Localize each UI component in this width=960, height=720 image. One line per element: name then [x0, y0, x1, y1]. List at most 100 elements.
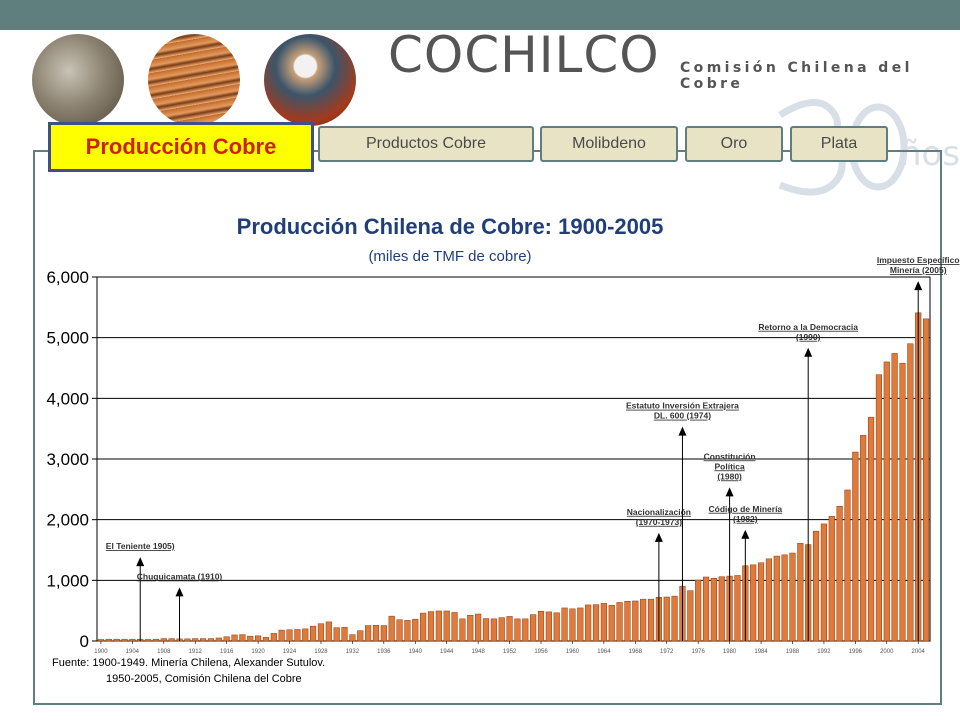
bar — [388, 615, 395, 642]
annotation-label: Minería (2005) — [890, 265, 947, 275]
chart-subtitle: (miles de TMF de cobre) — [368, 248, 532, 265]
tab-productos-cobre[interactable]: Productos Cobre — [318, 126, 534, 162]
bar — [451, 612, 458, 642]
bar — [506, 616, 513, 642]
annotation-label: DL. 600 (1974) — [654, 411, 711, 421]
bar — [899, 362, 906, 642]
y-tick-label: 1,000 — [46, 571, 89, 590]
x-tick-label: 1988 — [786, 649, 800, 655]
x-tick-label: 1900 — [94, 649, 108, 655]
bar — [545, 611, 552, 642]
x-tick-label: 1980 — [723, 649, 737, 655]
bar — [844, 489, 851, 642]
bar — [616, 602, 623, 642]
bar — [663, 596, 670, 642]
bar — [750, 564, 757, 642]
bar — [514, 618, 521, 642]
bar — [467, 614, 474, 642]
content-frame — [33, 150, 942, 705]
bar — [640, 598, 647, 642]
bar — [498, 617, 505, 642]
x-tick-label: 1964 — [597, 649, 611, 655]
bar — [922, 318, 930, 642]
bar — [317, 623, 325, 642]
bar — [883, 361, 890, 642]
bar — [152, 638, 160, 642]
annotation-label: Política — [714, 461, 745, 471]
bar — [530, 614, 537, 642]
bar — [828, 516, 835, 642]
y-tick-label: 5,000 — [46, 329, 89, 348]
bar — [435, 610, 442, 642]
bar — [781, 554, 788, 642]
bar — [852, 451, 859, 642]
annotation-arrow-head — [741, 529, 750, 539]
bar — [891, 353, 898, 642]
annotation-arrow-head — [136, 557, 145, 567]
x-tick-label: 1944 — [440, 649, 454, 655]
bar — [145, 639, 152, 642]
bar — [372, 624, 380, 642]
bar — [585, 604, 592, 642]
bar — [561, 607, 568, 642]
x-tick-label: 1940 — [409, 649, 423, 655]
chart-title: Producción Chilena de Cobre: 1900-2005 — [236, 214, 664, 239]
bar — [302, 628, 309, 642]
x-tick-label: 1948 — [471, 649, 485, 655]
annotation-label: Chuquicamata (1910) — [137, 571, 223, 581]
bar — [420, 612, 427, 642]
bar — [215, 637, 222, 642]
bar — [553, 612, 560, 642]
bar — [231, 634, 238, 642]
annotation-label: El Teniente 1905) — [106, 541, 175, 551]
bar — [160, 638, 167, 642]
x-tick-label: 1916 — [220, 649, 234, 655]
bar — [286, 629, 293, 642]
tab-molibdeno[interactable]: Molibdeno — [540, 126, 678, 162]
bar — [789, 552, 796, 642]
bar — [718, 576, 725, 642]
bar — [710, 577, 717, 642]
x-tick-label: 1952 — [503, 649, 517, 655]
x-tick-label: 1924 — [283, 649, 297, 655]
tab-plata[interactable]: Plata — [790, 126, 888, 162]
bar — [396, 619, 403, 642]
bar — [113, 638, 120, 642]
bar — [105, 638, 112, 642]
y-tick-label: 0 — [80, 632, 89, 651]
photo-copper-anodes — [32, 34, 124, 126]
brand-subtitle: Comisión Chilena del Cobre — [680, 60, 913, 92]
x-tick-label: 1904 — [126, 649, 140, 655]
source-line-1: Fuente: 1900-1949. Minería Chilena, Alex… — [52, 657, 326, 669]
bar — [427, 611, 435, 642]
bar — [860, 435, 867, 642]
bar — [695, 579, 702, 642]
bar — [365, 625, 372, 642]
x-tick-label: 2004 — [912, 649, 926, 655]
bar — [192, 638, 199, 642]
bar — [412, 618, 419, 642]
bar — [475, 613, 482, 642]
tab-produccion-cobre[interactable]: Producción Cobre — [48, 122, 314, 172]
bar — [239, 634, 246, 642]
bar — [168, 638, 175, 642]
bar — [404, 620, 411, 642]
annotation-arrow-head — [914, 281, 923, 291]
x-tick-label: 2000 — [880, 649, 894, 655]
bar — [797, 543, 804, 642]
x-tick-label: 1908 — [157, 649, 171, 655]
bar — [537, 611, 545, 642]
bar — [907, 343, 914, 642]
bar — [443, 610, 450, 642]
bar — [702, 576, 710, 642]
tab-oro[interactable]: Oro — [685, 126, 783, 162]
bar — [223, 636, 230, 642]
bar — [577, 607, 584, 642]
source-line-2: 1950-2005, Comisión Chilena del Cobre — [106, 673, 302, 685]
x-tick-label: 1928 — [314, 649, 328, 655]
bar — [820, 523, 827, 642]
annotation-label: (1982) — [733, 514, 758, 524]
bar — [867, 416, 875, 642]
bar — [608, 604, 615, 642]
